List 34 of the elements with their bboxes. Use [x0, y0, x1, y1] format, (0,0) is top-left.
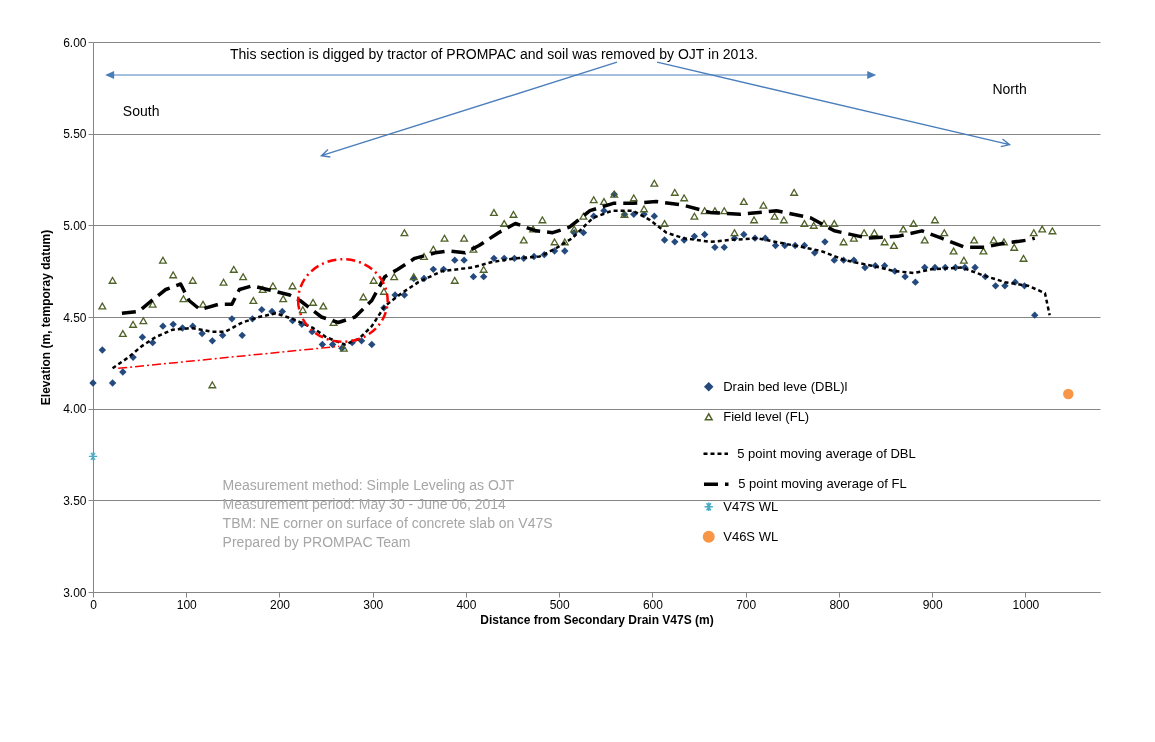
x-tick-label: 300	[363, 597, 384, 612]
y-tick-label: 5.50	[63, 127, 87, 142]
annotation: South	[122, 102, 160, 119]
y-axis-title: Elevation (m, temporay datum)	[39, 229, 54, 406]
x-tick-label: 100	[176, 597, 198, 612]
y-tick-label: 3.50	[63, 493, 87, 508]
x-tick-label: 600	[642, 597, 664, 612]
legend-label: 5 point moving average of FL	[738, 476, 907, 492]
annotation: This section is digged by tractor of PROMPAC and soil was removed by OJT in 2013.	[230, 45, 758, 62]
annotation: Measurement period: May 30 - June 06, 2014	[222, 495, 507, 512]
x-tick-label: 200	[269, 597, 291, 612]
x-tick-label: 500	[549, 597, 571, 612]
x-tick-label: 800	[829, 597, 850, 612]
y-tick-label: 4.50	[63, 310, 87, 325]
y-tick-label: 6.00	[63, 35, 87, 50]
legend-label: Drain bed leve (DBL)l	[723, 378, 848, 394]
legend-label: V47S WL	[723, 498, 779, 514]
line-series	[111, 209, 1051, 370]
x-tick-label: 700	[736, 597, 757, 612]
y-tick-label: 5.00	[63, 218, 87, 233]
x-tick-label: 900	[922, 597, 943, 612]
annotation: North	[992, 80, 1027, 97]
y-tick-label: 3.00	[63, 585, 87, 600]
legend-label: Field level (FL)	[723, 408, 810, 424]
legend-label: V46S WL	[723, 528, 779, 544]
x-tick-label: 400	[456, 597, 477, 612]
x-tick-label: 0	[90, 597, 98, 612]
x-axis-title: Distance from Secondary Drain V47S (m)	[480, 612, 714, 627]
legend-label: 5 point moving average of DBL	[737, 445, 916, 461]
x-tick-label: 1000	[1012, 597, 1040, 612]
y-tick-label: 4.00	[63, 402, 87, 417]
annotation: TBM: NE corner on surface of concrete slab on V47S	[222, 515, 553, 532]
annotation: Prepared by PROMPAC Team	[222, 534, 411, 551]
annotation: Measurement method: Simple Leveling as OJT	[222, 476, 515, 493]
